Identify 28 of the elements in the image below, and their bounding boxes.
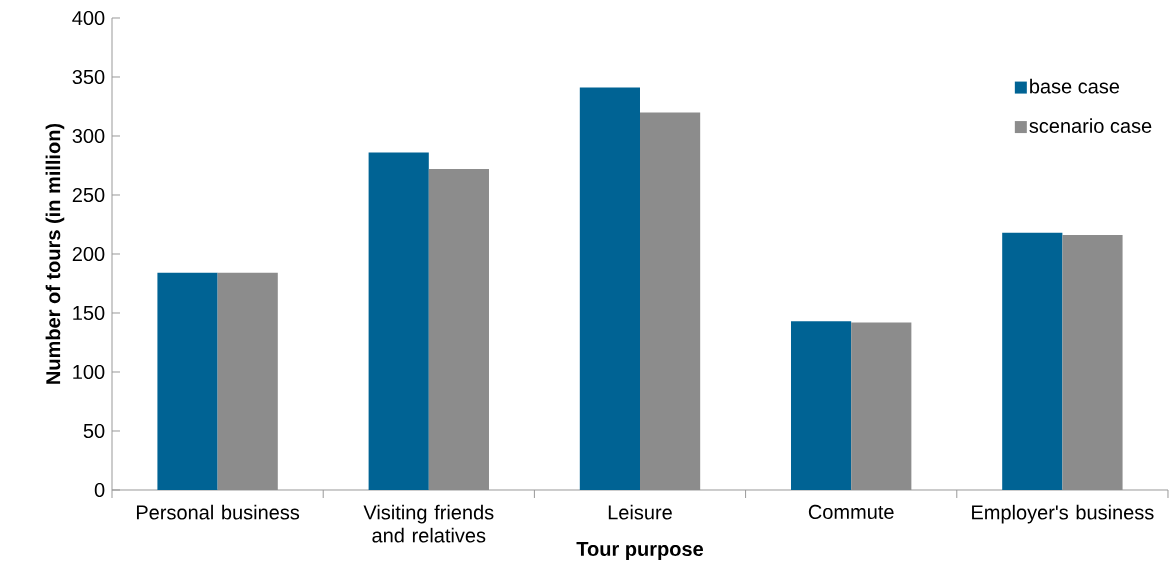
y-axis-title: Number of tours (in million): [45, 123, 65, 384]
y-tick-label: 0: [94, 482, 105, 498]
x-tick-label: Personal business: [136, 504, 300, 520]
bar: [1062, 235, 1123, 490]
y-tick-label: 50: [83, 423, 105, 439]
legend-label: scenario case: [1029, 118, 1152, 133]
y-tick-label: 400: [72, 10, 105, 26]
y-tick-label: 300: [72, 128, 105, 144]
x-tick-label: Leisure: [608, 504, 672, 520]
x-axis-title: Tour purpose: [576, 542, 704, 560]
bar: [368, 152, 429, 490]
bar: [157, 272, 218, 490]
x-tick-label: Employer's business: [972, 504, 1154, 524]
bar: [428, 169, 489, 490]
bar: [640, 112, 701, 490]
bar: [791, 321, 852, 490]
bar: [851, 322, 912, 490]
legend-label: base case: [1030, 78, 1120, 94]
bar: [217, 272, 278, 490]
y-tick-label: 250: [72, 187, 105, 203]
bar: [579, 87, 640, 490]
y-tick-label: 200: [72, 246, 105, 262]
x-tick-label: Commute: [808, 504, 894, 520]
bar: [1002, 232, 1063, 490]
y-tick-label: 100: [73, 364, 105, 380]
y-tick-label: 150: [73, 305, 105, 321]
y-tick-label: 350: [72, 69, 105, 85]
x-tick-label: Visiting friends and relatives: [363, 504, 494, 543]
